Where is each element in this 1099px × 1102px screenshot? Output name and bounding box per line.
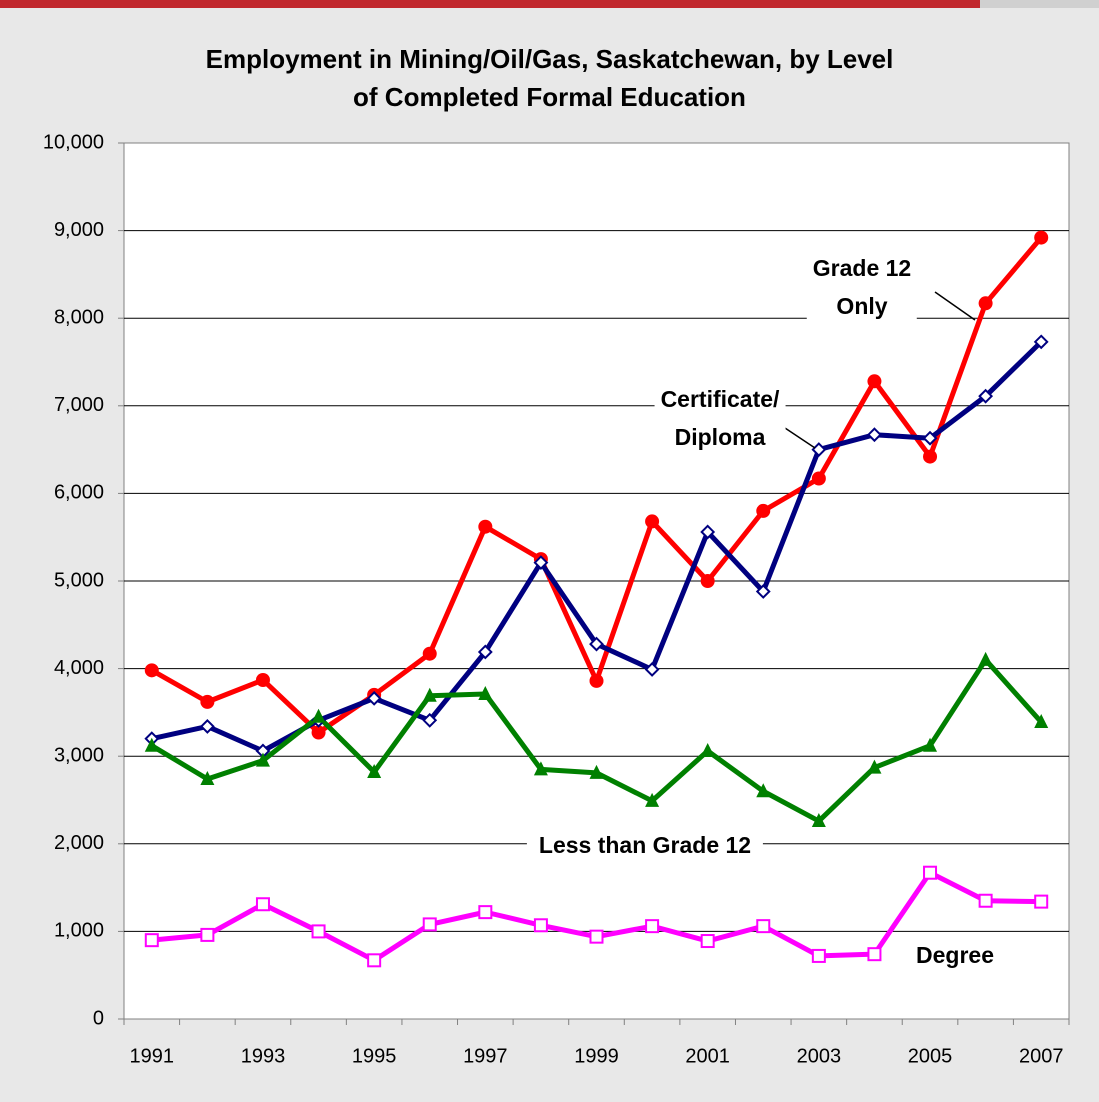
marker xyxy=(978,651,993,666)
marker xyxy=(922,430,938,446)
y-tick-label: 0 xyxy=(93,1007,104,1029)
x-tick-label: 1993 xyxy=(241,1045,286,1067)
marker xyxy=(422,646,437,661)
y-tick-label: 5,000 xyxy=(54,569,104,591)
y-tick-label: 6,000 xyxy=(54,482,104,504)
marker xyxy=(255,672,270,687)
x-tick-label: 1991 xyxy=(130,1045,175,1067)
y-tick-label: 7,000 xyxy=(54,394,104,416)
marker xyxy=(645,514,660,529)
marker xyxy=(367,953,382,968)
marker xyxy=(311,725,326,740)
chart-title: Employment in Mining/Oil/Gas, Saskatchew… xyxy=(205,44,894,112)
y-tick-label: 1,000 xyxy=(54,920,104,942)
marker xyxy=(811,471,826,486)
x-tick-label: 2003 xyxy=(797,1045,842,1067)
leader-line xyxy=(934,291,976,321)
marker xyxy=(923,865,938,880)
marker xyxy=(144,737,159,752)
marker xyxy=(311,708,326,723)
marker xyxy=(811,948,826,963)
marker xyxy=(478,519,493,534)
top-bar xyxy=(0,0,980,8)
x-tick-label: 1999 xyxy=(574,1045,619,1067)
marker xyxy=(978,893,993,908)
marker xyxy=(700,574,715,588)
x-tick-label: 2001 xyxy=(685,1045,730,1067)
marker xyxy=(867,374,882,389)
marker xyxy=(589,929,604,944)
marker xyxy=(200,927,215,942)
marker xyxy=(645,919,660,934)
marker xyxy=(255,897,270,912)
x-tick-label: 2005 xyxy=(908,1045,953,1067)
marker xyxy=(144,933,159,948)
marker xyxy=(644,662,660,677)
marker xyxy=(199,719,215,734)
marker xyxy=(589,764,604,779)
marker xyxy=(756,503,771,518)
series-label: Degree xyxy=(916,942,994,968)
series-label: Less than Grade 12 xyxy=(526,826,764,864)
marker xyxy=(144,663,159,678)
marker xyxy=(478,686,493,701)
x-tick-label: 2007 xyxy=(1019,1045,1064,1067)
marker xyxy=(589,636,604,652)
marker xyxy=(923,737,938,752)
y-tick-label: 9,000 xyxy=(54,219,104,241)
marker xyxy=(533,918,548,933)
series-label: Certificate/ Diploma xyxy=(654,380,786,456)
marker xyxy=(1034,714,1049,729)
marker xyxy=(255,752,270,767)
marker xyxy=(533,761,548,776)
x-tick-label: 1997 xyxy=(463,1045,508,1067)
marker xyxy=(700,742,715,757)
marker xyxy=(478,905,493,920)
marker xyxy=(200,694,215,709)
marker xyxy=(422,687,437,702)
marker xyxy=(589,673,604,688)
marker xyxy=(700,524,716,540)
marker xyxy=(756,919,771,934)
marker xyxy=(1034,230,1049,245)
marker xyxy=(867,427,882,443)
marker xyxy=(923,449,938,464)
marker xyxy=(200,770,215,785)
x-tick-label: 1995 xyxy=(352,1045,397,1067)
y-tick-label: 10,000 xyxy=(43,131,104,153)
marker xyxy=(533,555,549,571)
marker xyxy=(645,792,660,807)
marker xyxy=(311,924,326,939)
series-label: Grade 12 Only xyxy=(806,249,918,325)
y-tick-label: 4,000 xyxy=(54,657,104,679)
marker xyxy=(811,813,826,828)
y-tick-label: 8,000 xyxy=(54,306,104,328)
marker xyxy=(755,584,771,599)
marker xyxy=(867,947,882,962)
marker xyxy=(700,934,715,949)
y-tick-label: 3,000 xyxy=(54,744,104,766)
marker xyxy=(422,712,438,728)
marker xyxy=(978,296,993,311)
marker xyxy=(477,644,493,660)
marker xyxy=(367,763,382,778)
marker xyxy=(978,388,994,404)
marker xyxy=(867,759,882,774)
y-tick-label: 2,000 xyxy=(54,832,104,854)
top-bar-end xyxy=(980,0,1099,8)
leader-line xyxy=(781,425,816,449)
marker xyxy=(422,917,437,932)
marker xyxy=(1034,894,1049,909)
marker xyxy=(366,690,382,706)
marker xyxy=(756,783,771,798)
marker xyxy=(1033,334,1049,350)
